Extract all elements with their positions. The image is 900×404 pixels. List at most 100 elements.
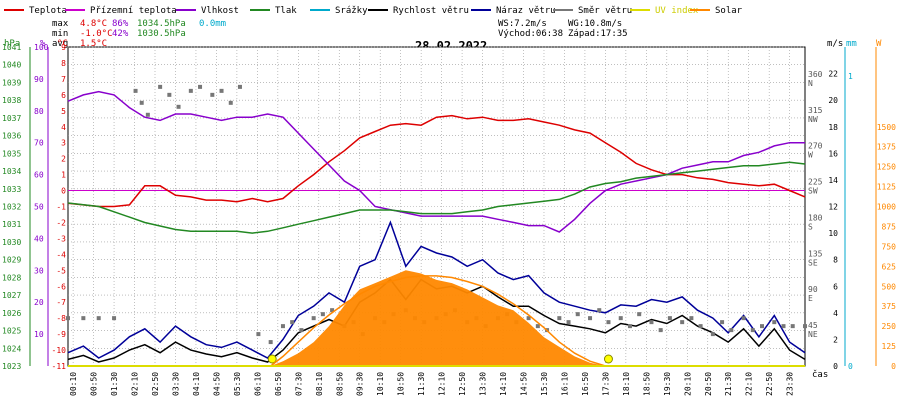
winddir-point bbox=[134, 89, 138, 93]
x-tick-31: 20:50 bbox=[704, 372, 713, 396]
stat-min-press: 1030.5hPa bbox=[137, 29, 186, 39]
legend-label-0: Teplota bbox=[29, 6, 67, 16]
winddir-point bbox=[791, 324, 795, 328]
pressure-tick-4: 1027 bbox=[2, 291, 21, 300]
temp-tick-17: -8 bbox=[56, 314, 66, 323]
legend-label-6: Náraz větru bbox=[496, 6, 556, 16]
stat-min-label: min bbox=[52, 29, 68, 39]
pressure-tick-2: 1025 bbox=[2, 327, 21, 336]
winddir-point bbox=[567, 320, 571, 324]
winddir-point bbox=[619, 316, 623, 320]
x-tick-9: 06:10 bbox=[253, 372, 262, 396]
windspeed-tick-10: 20 bbox=[828, 96, 838, 105]
winddir-point bbox=[189, 89, 193, 93]
winddir-point bbox=[281, 324, 285, 328]
legend-label-5: Rychlost větru bbox=[393, 6, 469, 16]
windspeed-tick-3: 6 bbox=[833, 282, 838, 291]
winddir-deg-4: 180 bbox=[808, 213, 823, 222]
legend-label-1: Přízemní teplota bbox=[90, 6, 177, 16]
humidity-tick-3: 40 bbox=[34, 234, 44, 243]
solar-tick-11: 1375 bbox=[877, 143, 896, 152]
winddir-point bbox=[699, 324, 703, 328]
winddir-deg-2: 270 bbox=[808, 142, 823, 151]
pressure-tick-7: 1030 bbox=[2, 238, 21, 247]
winddir-point bbox=[606, 320, 610, 324]
x-tick-15: 10:10 bbox=[376, 372, 385, 396]
axis-unit-ms: m/s bbox=[827, 39, 843, 49]
stat-rain: 0.0mm bbox=[199, 19, 226, 29]
windspeed-tick-2: 4 bbox=[833, 309, 838, 318]
winddir-point bbox=[290, 320, 294, 324]
winddir-point bbox=[220, 89, 224, 93]
windspeed-tick-4: 8 bbox=[833, 256, 838, 265]
x-tick-33: 22:10 bbox=[745, 372, 754, 396]
humidity-tick-1: 20 bbox=[34, 298, 44, 307]
temp-tick-5: 4 bbox=[61, 123, 66, 132]
x-tick-30: 20:10 bbox=[683, 372, 692, 396]
x-tick-0: 00:10 bbox=[69, 372, 78, 396]
temp-tick-2: 7 bbox=[61, 75, 66, 84]
winddir-point bbox=[146, 113, 150, 117]
winddir-point bbox=[140, 101, 144, 105]
temp-tick-8: 1 bbox=[61, 171, 66, 180]
x-tick-26: 17:30 bbox=[601, 372, 610, 396]
winddir-point bbox=[742, 316, 746, 320]
x-tick-13: 08:50 bbox=[335, 372, 344, 396]
temp-tick-6: 3 bbox=[61, 139, 66, 148]
pressure-tick-6: 1029 bbox=[2, 256, 21, 265]
temp-tick-16: -7 bbox=[56, 298, 66, 307]
windspeed-tick-5: 10 bbox=[828, 229, 838, 238]
windspeed-tick-6: 12 bbox=[828, 203, 838, 212]
winddir-point bbox=[238, 85, 242, 89]
humidity-tick-2: 30 bbox=[34, 266, 44, 275]
winddir-point bbox=[760, 324, 764, 328]
pressure-tick-3: 1026 bbox=[2, 309, 21, 318]
precip-tick-1: 1 bbox=[848, 72, 853, 81]
winddir-label-7: NE bbox=[808, 330, 818, 339]
x-tick-1: 00:50 bbox=[90, 372, 99, 396]
winddir-deg-1: 315 bbox=[808, 106, 823, 115]
winddir-label-5: SE bbox=[808, 258, 818, 267]
legend-label-3: Tlak bbox=[275, 6, 297, 16]
pressure-tick-16: 1039 bbox=[2, 78, 21, 87]
winddir-point bbox=[198, 85, 202, 89]
x-tick-11: 07:30 bbox=[294, 372, 303, 396]
temp-tick-20: -11 bbox=[52, 362, 67, 371]
legend-label-4: Srážky bbox=[335, 6, 368, 16]
x-tick-3: 02:10 bbox=[131, 372, 140, 396]
winddir-point bbox=[299, 328, 303, 332]
x-tick-20: 13:30 bbox=[479, 372, 488, 396]
winddir-point bbox=[167, 93, 171, 97]
winddir-point bbox=[597, 308, 601, 312]
temp-tick-3: 6 bbox=[61, 91, 66, 100]
sunrise: Východ:06:38 bbox=[498, 29, 563, 39]
legend-label-9: Solar bbox=[715, 6, 743, 16]
winddir-label-4: S bbox=[808, 222, 813, 231]
x-tick-27: 18:10 bbox=[622, 372, 631, 396]
uv-marker bbox=[604, 355, 612, 363]
humidity-tick-7: 80 bbox=[34, 107, 44, 116]
humidity-tick-8: 90 bbox=[34, 75, 44, 84]
winddir-point bbox=[97, 316, 101, 320]
pressure-tick-18: 1041 bbox=[2, 43, 21, 52]
x-tick-18: 12:10 bbox=[438, 372, 447, 396]
windspeed-tick-7: 14 bbox=[828, 176, 838, 185]
winddir-point bbox=[628, 324, 632, 328]
x-tick-22: 14:50 bbox=[520, 372, 529, 396]
winddir-label-1: NW bbox=[808, 115, 818, 124]
solar-tick-5: 625 bbox=[882, 262, 897, 271]
windspeed-tick-11: 22 bbox=[828, 70, 838, 79]
x-tick-24: 16:10 bbox=[560, 372, 569, 396]
winddir-point bbox=[576, 312, 580, 316]
winddir-point bbox=[112, 316, 116, 320]
winddir-point bbox=[557, 316, 561, 320]
x-tick-2: 01:30 bbox=[110, 372, 119, 396]
winddir-label-6: E bbox=[808, 294, 813, 303]
x-tick-5: 03:30 bbox=[171, 372, 180, 396]
x-tick-29: 19:30 bbox=[663, 372, 672, 396]
temp-tick-11: -2 bbox=[56, 218, 66, 227]
temp-tick-7: 2 bbox=[61, 155, 66, 164]
temp-tick-15: -6 bbox=[56, 282, 66, 291]
winddir-deg-6: 90 bbox=[808, 285, 818, 294]
